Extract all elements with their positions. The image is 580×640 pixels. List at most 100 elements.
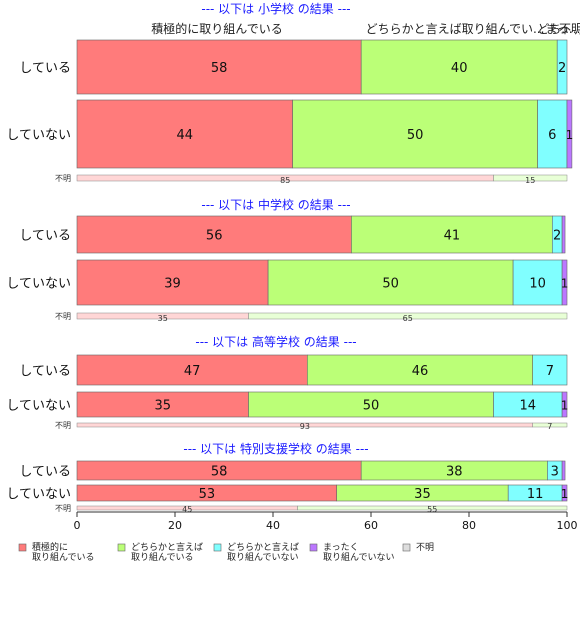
top-category-label: どち... bbox=[537, 22, 572, 36]
x-axis-tick-label: 80 bbox=[462, 519, 476, 532]
legend-label: まったく bbox=[323, 542, 359, 553]
missing-bar-segment bbox=[532, 422, 568, 428]
missing-value-label: 93 bbox=[300, 422, 310, 431]
bar-value-label: 10 bbox=[529, 277, 546, 292]
bar-value-label: 56 bbox=[206, 229, 223, 244]
bar-value-label: 58 bbox=[211, 61, 228, 76]
missing-value-label: 65 bbox=[403, 314, 413, 323]
bar-value-label: 58 bbox=[211, 465, 228, 480]
row-label: している bbox=[19, 465, 71, 480]
bar-value-label: 14 bbox=[520, 399, 537, 414]
legend-label: 取り組んでいない bbox=[227, 551, 299, 563]
x-axis-tick-label: 0 bbox=[74, 519, 81, 532]
bar-value-label: 38 bbox=[446, 465, 463, 480]
bar-value-label: 50 bbox=[407, 128, 424, 143]
row-label: していない bbox=[6, 487, 71, 502]
bar-segment bbox=[76, 39, 362, 95]
missing-value-label: 7 bbox=[547, 422, 552, 431]
legend-label: どちらかと言えば bbox=[131, 541, 203, 553]
bar-value-label: 3 bbox=[551, 465, 559, 480]
legend-label: 不明 bbox=[416, 542, 434, 553]
missing-row-label: 不明 bbox=[55, 504, 71, 513]
bar-segment bbox=[248, 391, 494, 418]
bar-value-label: 1 bbox=[566, 128, 574, 142]
bar-value-label: 2 bbox=[558, 61, 566, 76]
bar-segment bbox=[306, 354, 533, 386]
legend-label: どちらかと言えば bbox=[227, 541, 299, 553]
bar-segment bbox=[76, 391, 249, 418]
bar-segment bbox=[561, 259, 568, 306]
missing-value-label: 35 bbox=[158, 314, 168, 323]
legend-label: 取り組んでいる bbox=[131, 551, 194, 563]
bar-value-label: 35 bbox=[154, 399, 171, 414]
bar-segment bbox=[556, 39, 568, 95]
x-axis-tick-label: 100 bbox=[557, 519, 578, 532]
missing-value-label: 15 bbox=[525, 176, 535, 185]
bar-segment bbox=[493, 391, 563, 418]
bar-value-label: 53 bbox=[199, 487, 216, 502]
top-category-label: まっ... bbox=[546, 22, 580, 36]
bar-segment bbox=[76, 354, 308, 386]
legend-swatch bbox=[309, 543, 318, 552]
bar-value-label: 40 bbox=[451, 61, 468, 76]
bar-segment bbox=[351, 215, 553, 254]
missing-row-label: 不明 bbox=[55, 421, 71, 430]
bar-segment bbox=[537, 99, 568, 169]
top-category-label: 積極的に取り組んでいる bbox=[151, 21, 282, 36]
panel-title: --- 以下は 小学校 の結果 --- bbox=[201, 1, 350, 16]
x-axis-tick-label: 60 bbox=[364, 519, 378, 532]
bar-value-label: 50 bbox=[382, 277, 399, 292]
missing-bar-segment bbox=[248, 312, 568, 320]
bar-value-label: 1 bbox=[561, 277, 569, 291]
legend-swatch bbox=[117, 543, 126, 552]
bar-value-label: 6 bbox=[548, 128, 556, 143]
bar-segment bbox=[532, 354, 568, 386]
missing-row-label: 不明 bbox=[55, 312, 71, 321]
x-axis-tick-label: 40 bbox=[266, 519, 280, 532]
missing-bar-segment bbox=[493, 174, 568, 182]
bar-segment bbox=[561, 391, 568, 418]
missing-value-label: 55 bbox=[427, 505, 437, 514]
row-label: していない bbox=[6, 128, 71, 143]
top-category-label: どちらかと言えば取り組んでい... bbox=[366, 22, 545, 36]
bar-segment bbox=[561, 460, 566, 481]
row-label: していない bbox=[6, 399, 71, 414]
bar-segment bbox=[561, 215, 566, 254]
legend-label: 取り組んでいる bbox=[32, 551, 95, 563]
panel-title: --- 以下は 中学校 の結果 --- bbox=[201, 197, 350, 212]
bar-value-label: 50 bbox=[363, 399, 380, 414]
row-label: している bbox=[19, 61, 71, 76]
bar-value-label: 41 bbox=[444, 229, 461, 244]
bar-value-label: 1 bbox=[561, 399, 569, 413]
row-label: していない bbox=[6, 277, 71, 292]
bar-segment bbox=[267, 259, 514, 306]
x-axis-tick-label: 20 bbox=[168, 519, 182, 532]
bar-value-label: 7 bbox=[546, 364, 554, 379]
bar-value-label: 39 bbox=[164, 277, 181, 292]
bar-segment bbox=[76, 99, 293, 169]
bar-segment bbox=[512, 259, 563, 306]
bar-value-label: 11 bbox=[527, 487, 544, 502]
missing-row-label: 不明 bbox=[55, 174, 71, 183]
bar-segment bbox=[561, 484, 568, 502]
bar-segment bbox=[566, 99, 573, 169]
row-label: している bbox=[19, 229, 71, 244]
bar-value-label: 35 bbox=[414, 487, 431, 502]
bar-value-label: 47 bbox=[184, 364, 201, 379]
legend-swatch bbox=[18, 543, 27, 552]
bar-value-label: 44 bbox=[177, 128, 194, 143]
row-label: している bbox=[19, 364, 71, 379]
bar-segment bbox=[76, 259, 269, 306]
legend-swatch bbox=[213, 543, 222, 552]
missing-value-label: 45 bbox=[182, 505, 192, 514]
bar-value-label: 46 bbox=[412, 364, 429, 379]
bar-segment bbox=[76, 215, 352, 254]
legend-label: 取り組んでいない bbox=[323, 551, 395, 563]
bar-value-label: 1 bbox=[561, 487, 569, 501]
bar-value-label: 2 bbox=[553, 229, 561, 244]
legend-label: 積極的に bbox=[32, 541, 68, 553]
missing-bar-segment bbox=[297, 505, 568, 511]
panel-title: --- 以下は 特別支援学校 の結果 --- bbox=[183, 441, 368, 456]
